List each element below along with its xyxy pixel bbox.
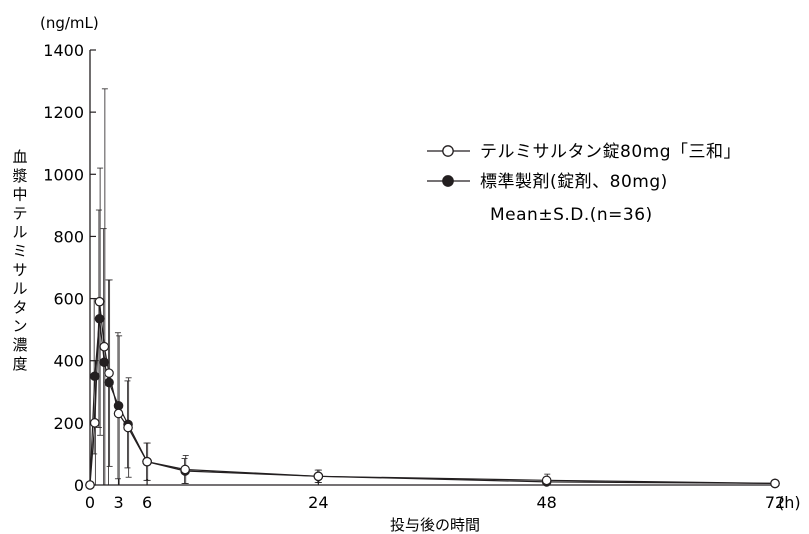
data-point-sanwa — [770, 478, 780, 489]
y-tick-label: 200 — [53, 414, 84, 433]
y-unit-label: (ng/mL) — [40, 14, 99, 32]
x-tick-label: 24 — [308, 493, 328, 512]
series-line-sanwa — [89, 301, 776, 486]
y-axis-title-char: ル — [12, 223, 27, 241]
legend-open-circle-icon — [442, 145, 454, 157]
legend-stat-note: Mean±S.D.(n=36) — [490, 205, 653, 225]
y-axis-title-char: ン — [12, 317, 27, 335]
x-axis-title: 投与後の時間 — [390, 516, 480, 534]
x-tick-label: 0 — [85, 493, 95, 512]
y-axis-title-char: ミ — [12, 242, 27, 260]
legend-label-standard: 標準製剤(錠剤、80mg) — [480, 172, 668, 192]
x-tick-label: 3 — [113, 493, 123, 512]
data-point-sanwa — [180, 464, 190, 475]
data-point-sanwa — [94, 296, 105, 307]
legend-item-standard: 標準製剤(錠剤、80mg) — [427, 172, 668, 192]
y-axis-title-char: 度 — [12, 355, 27, 373]
y-tick-label: 600 — [53, 290, 84, 309]
legend-label-sanwa: テルミサルタン錠80mg「三和」 — [480, 142, 741, 162]
y-axis-title-char: サ — [12, 261, 27, 279]
x-tick-label: 6 — [142, 493, 152, 512]
legend: テルミサルタン錠80mg「三和」 標準製剤(錠剤、80mg) Mean±S.D.… — [427, 142, 741, 225]
y-tick-label: 1200 — [43, 103, 84, 122]
y-axis-title-char: 濃 — [12, 336, 27, 354]
legend-filled-circle-icon — [442, 175, 454, 187]
y-tick-label: 1400 — [43, 41, 84, 60]
data-point-sanwa — [113, 408, 124, 419]
x-tick-label: 48 — [536, 493, 556, 512]
y-axis-title-char: 中 — [12, 186, 27, 204]
y-axis-title-char: タ — [12, 298, 27, 316]
y-tick-label: 400 — [53, 352, 84, 371]
data-point-sanwa — [541, 475, 552, 486]
data-point-sanwa — [104, 368, 114, 378]
data-point-sanwa — [142, 456, 152, 467]
series-line-standard — [89, 318, 776, 486]
x-unit-label: (h) — [778, 493, 801, 512]
data-point-standard — [89, 371, 100, 382]
data-point-sanwa — [85, 480, 95, 490]
data-point-sanwa — [123, 422, 133, 433]
y-axis-title-char: テ — [12, 204, 27, 222]
y-tick-label: 800 — [53, 227, 84, 246]
legend-item-sanwa: テルミサルタン錠80mg「三和」 — [427, 142, 741, 162]
data-point-sanwa — [99, 341, 110, 352]
y-axis-title-char: 血 — [12, 148, 27, 166]
series-lines — [89, 301, 776, 486]
data-point-standard — [99, 357, 110, 368]
y-axis-title-char: 漿 — [12, 167, 27, 185]
data-point-standard — [94, 313, 105, 324]
axes — [89, 49, 777, 486]
y-tick-label: 0 — [74, 476, 84, 495]
y-axis-title-char: ル — [12, 280, 27, 298]
x-tick-label: 72 — [765, 493, 785, 512]
data-point-standard — [104, 377, 114, 388]
y-tick-label: 1000 — [43, 165, 84, 184]
data-point-sanwa — [89, 418, 100, 428]
data-points — [85, 296, 780, 490]
data-point-sanwa — [313, 471, 324, 482]
data-point-standard — [113, 400, 124, 411]
